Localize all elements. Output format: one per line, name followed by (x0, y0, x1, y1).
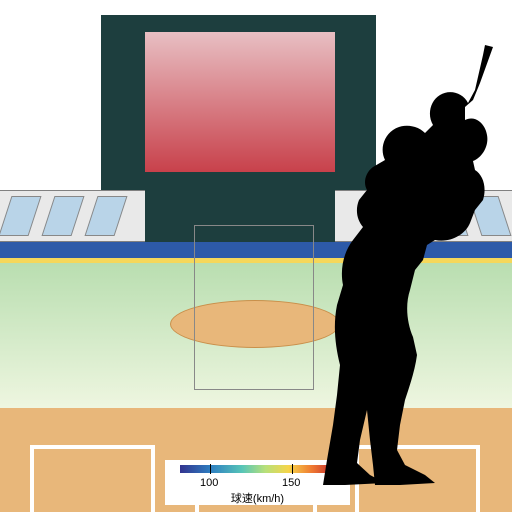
scoreboard-screen (145, 32, 335, 172)
speed-color-bar (180, 465, 335, 473)
legend-tick (210, 464, 211, 474)
legend-tick-label: 150 (282, 477, 300, 489)
strike-zone (194, 225, 314, 390)
legend-tick-label: 100 (200, 477, 218, 489)
legend-tick (292, 464, 293, 474)
batter-box (30, 445, 155, 512)
batter-silhouette (315, 45, 512, 485)
baseball-pitch-scene: 100 150 球速(km/h) (0, 0, 512, 512)
legend-title: 球速(km/h) (165, 490, 350, 506)
